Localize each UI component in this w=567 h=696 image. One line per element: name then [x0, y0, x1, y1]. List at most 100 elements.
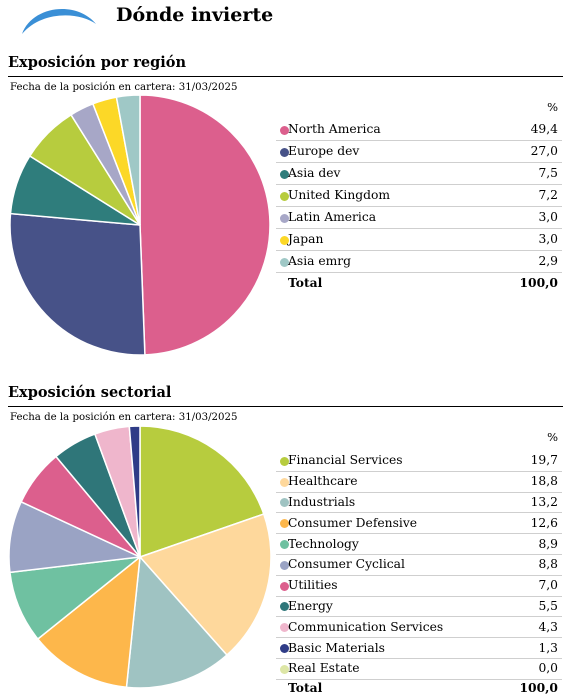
legend-label: Utilities	[288, 578, 338, 593]
legend-label: Real Estate	[288, 661, 360, 676]
page-title: Dónde invierte	[116, 4, 274, 26]
legend-row-basic-materials: Basic Materials 1,3	[276, 638, 562, 659]
legend-label: Asia dev	[288, 166, 341, 180]
legend-value: 18,8	[530, 474, 558, 489]
section-title: Exposición por región	[8, 54, 187, 71]
legend-value: 3,0	[538, 210, 558, 224]
region-legend-table: % North America 49,4 Europe dev 27,0 Asia de…	[276, 100, 562, 298]
legend-label: North America	[288, 122, 381, 136]
legend-label: Consumer Defensive	[288, 515, 418, 530]
legend-swatch	[280, 257, 289, 267]
total-label: Total	[288, 680, 323, 695]
legend-value: 49,4	[530, 122, 558, 136]
legend-label: United Kingdom	[288, 188, 391, 202]
legend-value: 7,5	[538, 166, 558, 180]
legend-total-row: Total 100,0	[276, 273, 562, 293]
legend-row-asia-emrg: Asia emrg 2,9	[276, 251, 562, 273]
legend-value: 4,3	[538, 619, 558, 634]
legend-row-consumer-defensive: Consumer Defensive 12,6	[276, 513, 562, 535]
legend-label: Financial Services	[288, 453, 403, 468]
legend-label: Energy	[288, 598, 333, 613]
legend-value: 7,0	[538, 578, 558, 593]
legend-swatch	[280, 602, 289, 612]
legend-value: 12,6	[530, 515, 558, 530]
legend-label: Latin America	[288, 210, 377, 224]
pie-slice-consumer-defensive	[36, 555, 141, 689]
holding-date: Fecha de la posición en cartera: 31/03/2…	[10, 412, 238, 423]
legend-swatch	[280, 519, 289, 529]
legend-value: 3,0	[538, 232, 558, 246]
legend-label: Technology	[288, 536, 359, 551]
legend-label: Consumer Cyclical	[288, 557, 405, 572]
legend-swatch	[280, 477, 289, 487]
sector-legend-table: % Financial Services 19,7 Healthcare 18,8 In…	[276, 430, 562, 696]
legend-value: 7,2	[538, 188, 558, 202]
legend-swatch	[280, 581, 289, 591]
legend-row-latin-america: Latin America 3,0	[276, 207, 562, 229]
sector-exposure-section: Exposición sectorial Fecha de la posició…	[0, 384, 567, 696]
page-header: Dónde invierte	[0, 0, 567, 40]
legend-row-japan: Japan 3,0	[276, 229, 562, 251]
legend-swatch	[280, 191, 289, 201]
legend-row-europe-dev: Europe dev 27,0	[276, 141, 562, 163]
pie-slice-asia-emrg	[115, 94, 141, 226]
legend-row-energy: Energy 5,5	[276, 597, 562, 618]
legend-row-financial-services: Financial Services 19,7	[276, 451, 562, 472]
legend-row-consumer-cyclical: Consumer Cyclical 8,8	[276, 555, 562, 576]
total-value: 100,0	[519, 275, 558, 290]
legend-swatch	[280, 147, 289, 157]
legend-value: 8,8	[538, 557, 558, 572]
globe-icon	[22, 9, 96, 34]
legend-row-united-kingdom: United Kingdom 7,2	[276, 185, 562, 207]
pie-slice-industrials	[125, 555, 228, 689]
legend-row-north-america: North America 49,4	[276, 119, 562, 141]
region-exposure-section: Exposición por región Fecha de la posici…	[0, 54, 567, 356]
pie-slice-healthcare	[138, 513, 272, 657]
legend-swatch	[280, 456, 289, 466]
pie-slice-north-america	[139, 94, 271, 356]
legend-value: 8,9	[538, 536, 558, 551]
legend-value: 27,0	[530, 144, 558, 158]
legend-label: Asia emrg	[288, 254, 352, 268]
legend-label: Basic Materials	[288, 640, 385, 655]
legend-swatch	[280, 623, 289, 633]
legend-row-technology: Technology 8,9	[276, 534, 562, 555]
section-divider	[8, 406, 563, 407]
legend-value: 1,3	[538, 640, 558, 655]
legend-value: 13,2	[530, 494, 558, 509]
legend-value: 2,9	[538, 254, 558, 268]
legend-label: Europe dev	[288, 144, 360, 158]
holding-date: Fecha de la posición en cartera: 31/03/2…	[10, 82, 238, 93]
legend-swatch	[280, 540, 289, 550]
legend-swatch	[280, 664, 289, 674]
region-pie-chart	[9, 94, 271, 356]
percent-header: %	[547, 100, 558, 114]
legend-label: Japan	[288, 232, 324, 246]
legend-swatch	[280, 560, 289, 570]
legend-row-utilities: Utilities 7,0	[276, 576, 562, 597]
legend-swatch	[280, 125, 289, 135]
total-label: Total	[288, 275, 323, 290]
legend-row-communication-services: Communication Services 4,3	[276, 617, 562, 639]
legend-row-real-estate: Real Estate 0,0	[276, 659, 562, 680]
section-title: Exposición sectorial	[8, 384, 172, 401]
legend-row-asia-dev: Asia dev 7,5	[276, 163, 562, 185]
percent-header: %	[547, 430, 558, 444]
legend-value: 5,5	[538, 598, 558, 613]
pie-slice-basic-materials	[128, 425, 141, 558]
legend-value: 0,0	[538, 661, 558, 676]
legend-row-industrials: Industrials 13,2	[276, 493, 562, 514]
legend-label: Communication Services	[288, 619, 444, 634]
legend-total-row: Total 100,0	[276, 678, 562, 696]
total-value: 100,0	[519, 680, 558, 695]
pie-slice-europe-dev	[9, 212, 146, 356]
legend-label: Healthcare	[288, 474, 358, 489]
legend-swatch	[280, 169, 289, 179]
legend-value: 19,7	[530, 453, 558, 468]
legend-swatch	[280, 644, 289, 654]
legend-swatch	[280, 213, 289, 223]
section-divider	[8, 76, 563, 77]
legend-label: Industrials	[288, 494, 356, 509]
legend-swatch	[280, 498, 289, 508]
legend-row-healthcare: Healthcare 18,8	[276, 472, 562, 493]
